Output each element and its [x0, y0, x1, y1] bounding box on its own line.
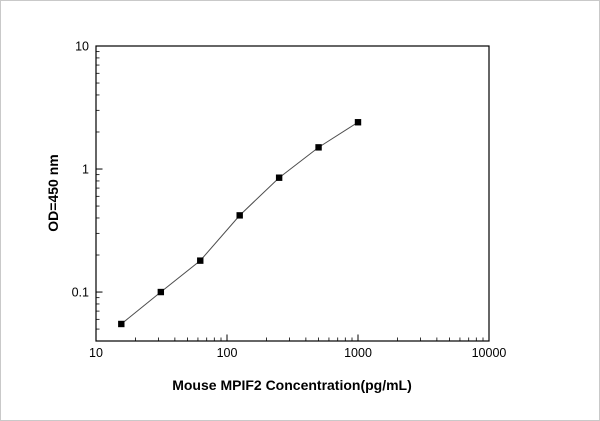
x-tick-label: 100	[217, 346, 238, 360]
plot-generated-layer: 10 100 1000 10000 0.1 1 10	[72, 40, 507, 361]
data-point	[157, 288, 165, 296]
y-tick-label: 0.1	[72, 286, 89, 300]
data-point	[118, 320, 125, 328]
series-line	[120, 121, 359, 325]
y-axis-label: OD=450 nm	[45, 154, 61, 231]
x-axis-label: Mouse MPIF2 Concentration(pg/mL)	[172, 377, 412, 393]
x-tick-label: 10	[89, 346, 103, 360]
data-point	[315, 144, 322, 151]
y-tick-label: 1	[82, 163, 89, 177]
data-point	[275, 174, 283, 181]
data-point	[236, 212, 243, 219]
plot-frame	[95, 45, 490, 342]
y-tick-label: 10	[75, 40, 89, 54]
x-tick-label: 10000	[472, 346, 507, 360]
data-point	[354, 119, 362, 126]
x-tick-label: 1000	[344, 346, 372, 360]
data-point	[197, 257, 204, 264]
